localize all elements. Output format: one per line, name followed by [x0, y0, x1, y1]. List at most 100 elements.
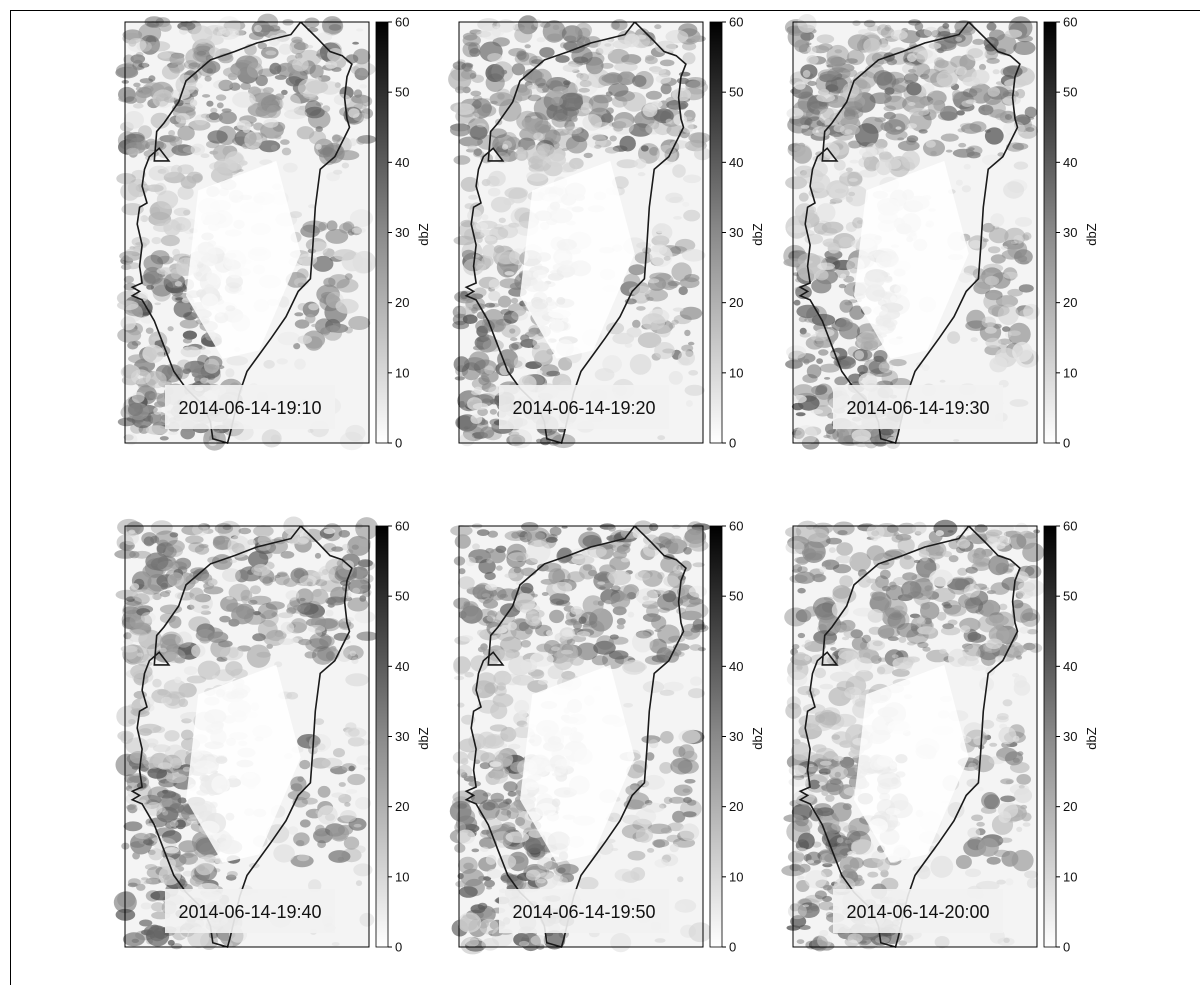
- reflectivity-blob: [175, 297, 184, 301]
- reflectivity-blob: [958, 272, 973, 283]
- reflectivity-blob: [480, 25, 501, 40]
- reflectivity-blob: [983, 729, 990, 736]
- reflectivity-blob: [310, 241, 328, 255]
- reflectivity-blob: [486, 886, 493, 890]
- reflectivity-blob: [904, 72, 919, 84]
- reflectivity-blob: [974, 274, 998, 290]
- reflectivity-blob: [175, 631, 193, 648]
- reflectivity-blob: [328, 850, 351, 863]
- reflectivity-blob: [357, 559, 373, 568]
- reflectivity-blob: [194, 593, 211, 603]
- reflectivity-blob: [989, 742, 998, 747]
- reflectivity-blob: [807, 859, 815, 864]
- reflectivity-blob: [965, 566, 978, 574]
- reflectivity-blob: [240, 589, 253, 602]
- reflectivity-blob: [145, 425, 168, 435]
- reflectivity-blob: [173, 568, 184, 579]
- reflectivity-blob: [1004, 114, 1013, 120]
- reflectivity-blob: [1003, 181, 1025, 199]
- reflectivity-blob: [854, 350, 865, 360]
- reflectivity-blob: [587, 68, 611, 88]
- reflectivity-blob: [321, 569, 329, 575]
- reflectivity-blob: [828, 547, 836, 553]
- reflectivity-blob: [150, 112, 170, 129]
- reflectivity-blob: [504, 271, 515, 276]
- reflectivity-blob: [201, 875, 210, 882]
- reflectivity-blob: [1023, 303, 1040, 320]
- reflectivity-blob: [829, 778, 842, 785]
- reflectivity-blob: [349, 650, 356, 657]
- reflectivity-blob: [963, 163, 971, 170]
- reflectivity-blob: [614, 61, 638, 72]
- reflectivity-blob: [634, 571, 651, 581]
- reflectivity-blob: [459, 635, 474, 642]
- reflectivity-blob: [916, 617, 926, 625]
- reflectivity-blob: [815, 714, 826, 723]
- timestamp-label: 2014-06-14-19:10: [178, 398, 321, 418]
- reflectivity-blob: [531, 342, 553, 363]
- reflectivity-blob: [478, 375, 490, 386]
- reflectivity-blob: [802, 374, 818, 383]
- reflectivity-blob: [668, 371, 683, 385]
- reflectivity-blob: [995, 716, 1009, 723]
- reflectivity-blob: [806, 55, 819, 65]
- reflectivity-blob: [539, 47, 555, 58]
- reflectivity-blob: [604, 146, 619, 154]
- reflectivity-blob: [262, 87, 274, 94]
- reflectivity-blob: [876, 666, 886, 675]
- reflectivity-blob: [191, 368, 208, 378]
- reflectivity-blob: [978, 838, 999, 857]
- reflectivity-blob: [564, 120, 575, 131]
- reflectivity-blob: [597, 38, 614, 55]
- reflectivity-blob: [481, 179, 491, 187]
- reflectivity-blob: [833, 124, 845, 133]
- reflectivity-blob: [551, 433, 576, 449]
- reflectivity-blob: [1004, 78, 1027, 88]
- reflectivity-blob: [485, 73, 505, 92]
- reflectivity-blob: [580, 102, 593, 114]
- reflectivity-blob: [280, 139, 290, 145]
- reflectivity-blob: [190, 143, 205, 156]
- timestamp-box: [499, 385, 669, 429]
- reflectivity-blob: [912, 521, 927, 535]
- reflectivity-blob: [177, 797, 187, 804]
- reflectivity-blob: [177, 125, 195, 141]
- reflectivity-blob: [355, 517, 379, 540]
- reflectivity-blob: [331, 546, 344, 552]
- reflectivity-blob: [295, 840, 305, 847]
- reflectivity-blob: [989, 356, 1008, 373]
- reflectivity-blob: [467, 397, 483, 411]
- reflectivity-blob: [490, 792, 505, 803]
- reflectivity-blob: [276, 571, 288, 577]
- reflectivity-blob: [878, 361, 894, 374]
- reflectivity-blob: [329, 824, 349, 842]
- reflectivity-blob: [248, 31, 264, 41]
- reflectivity-blob: [891, 77, 910, 93]
- reflectivity-blob: [839, 575, 854, 588]
- reflectivity-blob: [563, 41, 578, 51]
- colorbar-tick-label: 0: [729, 436, 736, 451]
- reflectivity-blob: [683, 209, 701, 222]
- clear-area: [186, 160, 301, 359]
- reflectivity-blob: [142, 82, 165, 97]
- reflectivity-blob: [654, 24, 662, 30]
- reflectivity-blob: [117, 417, 136, 427]
- reflectivity-blob: [947, 619, 958, 626]
- reflectivity-blob: [1000, 245, 1008, 250]
- reflectivity-blob: [682, 52, 696, 65]
- reflectivity-blob: [476, 529, 490, 536]
- reflectivity-blob: [310, 588, 329, 605]
- reflectivity-blob: [220, 657, 228, 660]
- reflectivity-blob: [133, 82, 141, 88]
- reflectivity-blob: [839, 236, 853, 248]
- reflectivity-blob: [333, 249, 357, 261]
- reflectivity-blob: [1015, 655, 1023, 660]
- reflectivity-blob: [130, 583, 140, 590]
- reflectivity-blob: [840, 273, 847, 280]
- reflectivity-blob: [155, 141, 164, 149]
- reflectivity-blob: [836, 542, 853, 556]
- reflectivity-blob: [209, 47, 221, 57]
- reflectivity-blob: [555, 600, 571, 607]
- reflectivity-blob: [821, 221, 844, 234]
